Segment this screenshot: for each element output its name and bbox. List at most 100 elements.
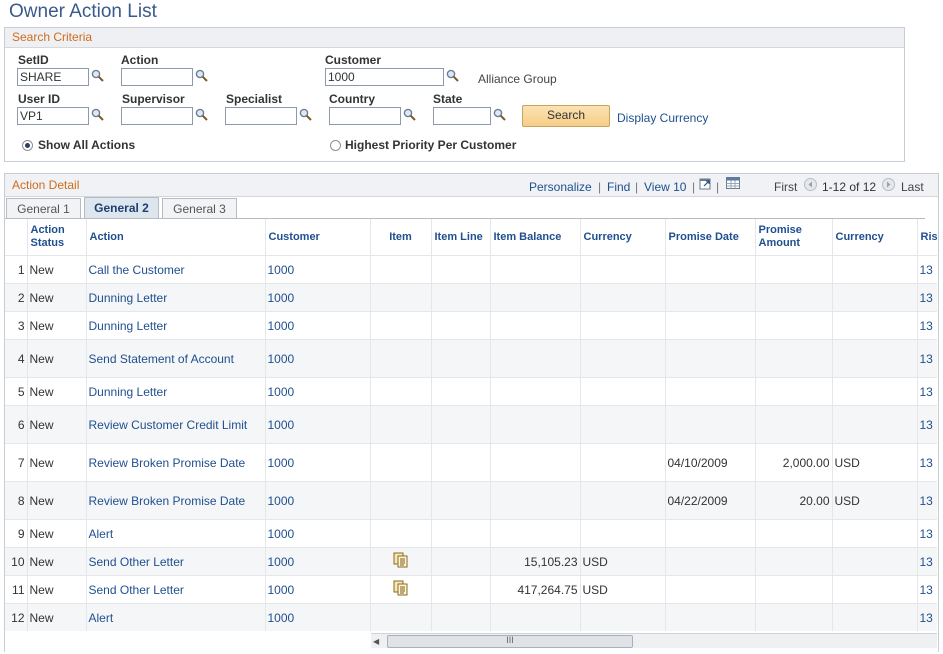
action-field[interactable] [121, 68, 193, 86]
risk-link-text[interactable]: 13 [919, 526, 933, 541]
risk-link[interactable]: 13 [917, 603, 937, 631]
action-link[interactable]: Dunning Letter [86, 377, 266, 406]
customer-link-text[interactable]: 1000 [267, 417, 295, 432]
col-action[interactable]: Action [86, 219, 266, 256]
item-cell[interactable] [370, 547, 432, 576]
supervisor-search-icon[interactable] [195, 108, 208, 124]
action-link-text[interactable]: Review Customer Credit Limit [88, 417, 248, 432]
col-customer[interactable]: Customer [265, 219, 371, 256]
customer-link-text[interactable]: 1000 [267, 554, 295, 569]
customer-link-text[interactable]: 1000 [267, 351, 295, 366]
tab-general-2[interactable]: General 2 [84, 197, 159, 218]
risk-link-text[interactable]: 13 [919, 455, 933, 470]
risk-link[interactable]: 13 [917, 311, 937, 340]
customer-field[interactable]: 1000 [325, 68, 444, 86]
risk-link[interactable]: 13 [917, 339, 937, 378]
action-link-text[interactable]: Alert [88, 526, 114, 541]
customer-link[interactable]: 1000 [265, 339, 371, 378]
customer-link-text[interactable]: 1000 [267, 610, 295, 625]
specialist-field[interactable] [225, 107, 297, 125]
item-detail-icon[interactable] [393, 552, 409, 571]
risk-link[interactable]: 13 [917, 443, 937, 482]
action-link-text[interactable]: Alert [88, 610, 114, 625]
risk-link[interactable]: 13 [917, 283, 937, 312]
specialist-search-icon[interactable] [299, 108, 312, 124]
col-currency[interactable]: Currency [580, 219, 666, 256]
show-all-actions-radio[interactable] [22, 140, 33, 151]
action-link[interactable]: Send Other Letter [86, 547, 266, 576]
state-field[interactable] [433, 107, 491, 125]
customer-link-text[interactable]: 1000 [267, 526, 295, 541]
action-link[interactable]: Call the Customer [86, 255, 266, 284]
action-link-text[interactable]: Dunning Letter [88, 318, 168, 333]
risk-link-text[interactable]: 13 [919, 290, 933, 305]
customer-link[interactable]: 1000 [265, 547, 371, 576]
customer-link[interactable]: 1000 [265, 481, 371, 520]
action-link-text[interactable]: Send Statement of Account [88, 351, 234, 366]
risk-link[interactable]: 13 [917, 481, 937, 520]
risk-link[interactable]: 13 [917, 547, 937, 576]
display-currency-link[interactable]: Display Currency [617, 111, 709, 125]
customer-link-text[interactable]: 1000 [267, 262, 295, 277]
userid-field[interactable]: VP1 [17, 107, 89, 125]
find-link[interactable]: Find [607, 180, 631, 194]
country-search-icon[interactable] [403, 108, 416, 124]
risk-link-text[interactable]: 13 [919, 417, 933, 432]
state-search-icon[interactable] [493, 108, 506, 124]
search-button[interactable]: Search [522, 105, 610, 127]
risk-link-text[interactable]: 13 [919, 384, 933, 399]
customer-link-text[interactable]: 1000 [267, 290, 295, 305]
setid-field[interactable]: SHARE [17, 68, 89, 86]
supervisor-field[interactable] [121, 107, 193, 125]
action-link-text[interactable]: Dunning Letter [88, 290, 168, 305]
scroll-thumb[interactable]: III [387, 635, 633, 648]
col-item-line[interactable]: Item Line [431, 219, 491, 256]
customer-link[interactable]: 1000 [265, 575, 371, 604]
risk-link-text[interactable]: 13 [919, 318, 933, 333]
action-link[interactable]: Send Other Letter [86, 575, 266, 604]
spreadsheet-icon[interactable] [726, 177, 740, 192]
risk-link-text[interactable]: 13 [919, 610, 933, 625]
customer-link[interactable]: 1000 [265, 283, 371, 312]
col-promise-date[interactable]: Promise Date [665, 219, 756, 256]
risk-link[interactable]: 13 [917, 405, 937, 444]
first-label[interactable]: First [774, 180, 798, 194]
customer-link-text[interactable]: 1000 [267, 318, 295, 333]
customer-link-text[interactable]: 1000 [267, 582, 295, 597]
horizontal-scrollbar[interactable]: ◀ III [371, 633, 937, 648]
action-link[interactable]: Alert [86, 603, 266, 631]
action-link-text[interactable]: Send Other Letter [88, 582, 184, 597]
risk-link-text[interactable]: 13 [919, 493, 933, 508]
action-link[interactable]: Review Broken Promise Date [86, 443, 266, 482]
customer-link[interactable]: 1000 [265, 377, 371, 406]
action-link-text[interactable]: Send Other Letter [88, 554, 184, 569]
col-promise-amount[interactable]: Promise Amount [755, 219, 833, 256]
tab-general-3[interactable]: General 3 [162, 198, 237, 218]
risk-link-text[interactable]: 13 [919, 554, 933, 569]
customer-link[interactable]: 1000 [265, 443, 371, 482]
action-search-icon[interactable] [195, 69, 208, 85]
col-item[interactable]: Item [370, 219, 432, 256]
view-10-link[interactable]: View 10 [644, 180, 687, 194]
action-link[interactable]: Alert [86, 519, 266, 548]
risk-link[interactable]: 13 [917, 575, 937, 604]
new-window-icon[interactable] [699, 177, 712, 193]
action-link-text[interactable]: Review Broken Promise Date [88, 455, 246, 470]
action-link-text[interactable]: Dunning Letter [88, 384, 168, 399]
customer-link-text[interactable]: 1000 [267, 493, 295, 508]
risk-link[interactable]: 13 [917, 519, 937, 548]
col-currency-2[interactable]: Currency [832, 219, 918, 256]
customer-link[interactable]: 1000 [265, 255, 371, 284]
col-action-status[interactable]: Action Status [27, 219, 87, 256]
customer-link-text[interactable]: 1000 [267, 384, 295, 399]
userid-search-icon[interactable] [91, 108, 104, 124]
risk-link-text[interactable]: 13 [919, 582, 933, 597]
risk-link[interactable]: 13 [917, 255, 937, 284]
first-arrow-icon[interactable] [804, 178, 817, 194]
item-cell[interactable] [370, 575, 432, 604]
action-link-text[interactable]: Call the Customer [88, 262, 185, 277]
col-item-balance[interactable]: Item Balance [490, 219, 581, 256]
col-risk[interactable]: Ris [917, 219, 937, 256]
action-link[interactable]: Review Broken Promise Date [86, 481, 266, 520]
risk-link-text[interactable]: 13 [919, 262, 933, 277]
